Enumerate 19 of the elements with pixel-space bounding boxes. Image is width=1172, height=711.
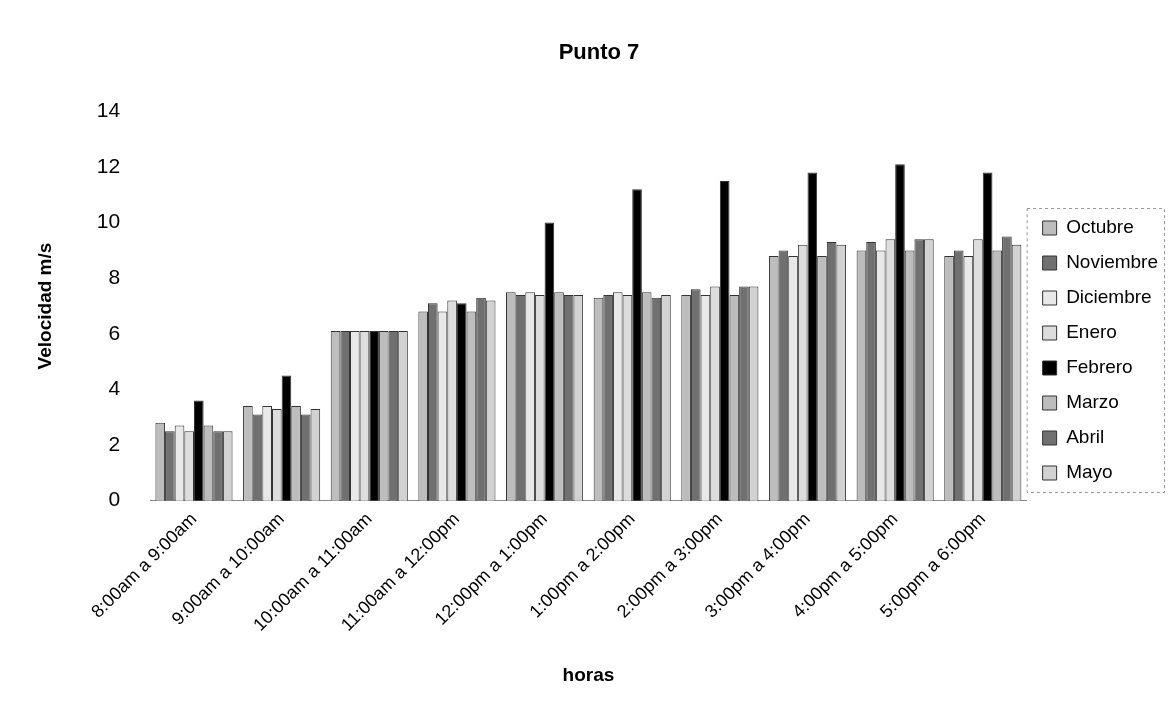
y-tick-label: 4	[108, 376, 121, 400]
legend-label: Noviembre	[1066, 251, 1159, 273]
legend-label: Marzo	[1066, 391, 1119, 413]
y-tick-label: 6	[108, 320, 121, 344]
legend-label: Diciembre	[1066, 286, 1152, 308]
y-axis-title: Velocidad m/s	[33, 242, 55, 370]
legend-label: Enero	[1066, 321, 1117, 343]
y-tick-label: 2	[108, 431, 121, 455]
legend-label: Octubre	[1066, 216, 1134, 238]
y-tick-label: 12	[96, 153, 121, 177]
legend-label: Mayo	[1066, 461, 1113, 483]
chart-title: Punto 7	[558, 39, 640, 65]
y-tick-label: 10	[96, 209, 121, 233]
x-axis-title: horas	[562, 663, 615, 685]
y-tick-label: 0	[108, 487, 121, 511]
legend-label: Febrero	[1066, 356, 1133, 378]
legend-label: Abril	[1066, 426, 1105, 448]
y-tick-label: 14	[96, 98, 121, 122]
y-tick-label: 8	[108, 265, 121, 289]
